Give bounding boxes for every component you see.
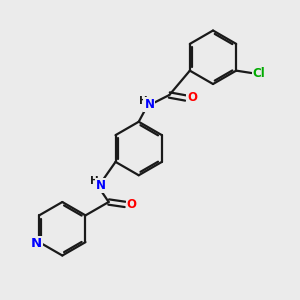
Text: O: O bbox=[187, 92, 197, 104]
Text: H: H bbox=[139, 96, 148, 106]
Text: N: N bbox=[96, 178, 106, 192]
Text: O: O bbox=[127, 198, 136, 211]
Text: H: H bbox=[90, 176, 99, 186]
Text: N: N bbox=[31, 237, 42, 250]
Text: N: N bbox=[144, 98, 154, 111]
Text: Cl: Cl bbox=[253, 67, 266, 80]
